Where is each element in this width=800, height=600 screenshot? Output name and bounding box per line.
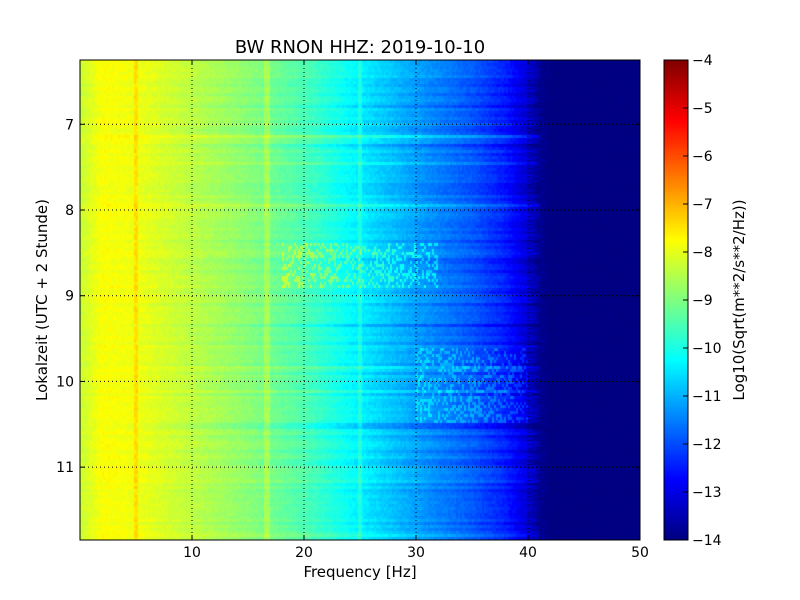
x-axis-label: Frequency [Hz]: [303, 563, 416, 581]
grid-lines: [80, 60, 640, 540]
colorbar-ticks: −4 −5 −6 −7 −8 −9 −10 −11 −12 −13 −14: [683, 53, 722, 549]
plot-area: 10 20 30 40 50 7 8 9 10 11: [56, 59, 649, 561]
y-axis-label: Lokalzeit (UTC + 2 Stunde): [33, 199, 51, 401]
x-tick-label: 20: [295, 545, 313, 561]
colorbar-tick-label: −5: [692, 101, 713, 117]
x-tick-label: 10: [183, 545, 201, 561]
y-tick-label: 7: [65, 117, 74, 133]
x-tick-label: 30: [407, 545, 425, 561]
colorbar-label: Log10(Sqrt(m**2/s**2/Hz)): [730, 199, 748, 400]
colorbar-tick-label: −4: [692, 53, 713, 69]
colorbar-tick-label: −8: [692, 245, 713, 261]
colorbar-tick-label: −13: [692, 485, 722, 501]
colorbar: −4 −5 −6 −7 −8 −9 −10 −11 −12 −13 −14 Log10(Sqrt(m…: [663, 53, 748, 549]
y-tick-label: 8: [65, 203, 74, 219]
x-axis-ticks: 10 20 30 40 50: [183, 60, 649, 561]
colorbar-tick-label: −11: [692, 389, 722, 405]
y-axis-ticks: 7 8 9 10 11: [56, 117, 640, 476]
colorbar-tick-label: −6: [692, 149, 713, 165]
x-tick-label: 40: [519, 545, 537, 561]
chart-title: BW RNON HHZ: 2019-10-10: [235, 37, 485, 58]
colorbar-tick-label: −7: [692, 197, 713, 213]
colorbar-tick-label: −12: [692, 437, 722, 453]
y-tick-label: 10: [56, 374, 74, 390]
plot-frame: [79, 59, 641, 541]
spectrogram-heatmap: [80, 60, 640, 540]
colorbar-tick-label: −10: [692, 341, 722, 357]
colorbar-tick-label: −9: [692, 293, 713, 309]
y-tick-label: 11: [56, 460, 74, 476]
y-tick-label: 9: [65, 289, 74, 305]
x-tick-label: 50: [631, 545, 649, 561]
colorbar-tick-label: −14: [692, 533, 722, 549]
